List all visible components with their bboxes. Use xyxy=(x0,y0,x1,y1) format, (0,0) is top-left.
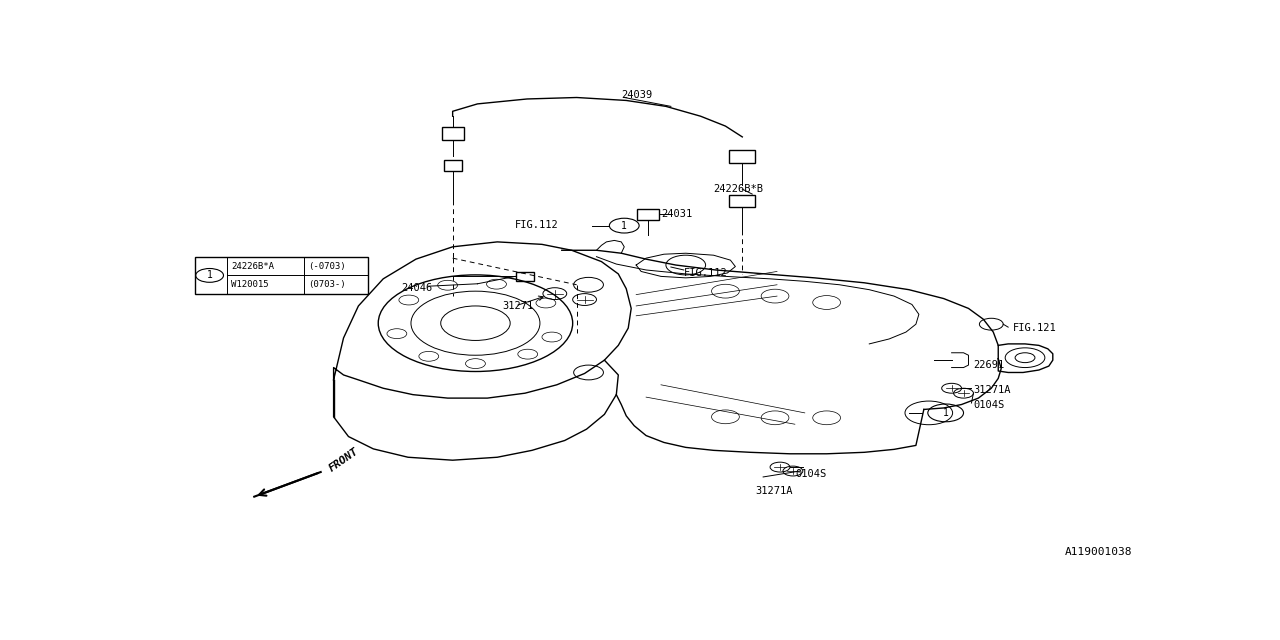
Text: 24226B*B: 24226B*B xyxy=(713,184,764,194)
Bar xyxy=(444,160,462,171)
Text: 22691: 22691 xyxy=(973,360,1005,370)
Bar xyxy=(730,195,755,207)
Text: 24039: 24039 xyxy=(621,90,653,100)
Text: 31271: 31271 xyxy=(502,301,534,311)
Text: 0104S: 0104S xyxy=(795,468,826,479)
Bar xyxy=(195,257,369,294)
Text: A119001038: A119001038 xyxy=(1065,547,1132,557)
Text: 24031: 24031 xyxy=(660,209,692,219)
Text: 24046: 24046 xyxy=(401,283,433,292)
Bar xyxy=(730,150,755,163)
Text: FIG.112: FIG.112 xyxy=(515,220,559,230)
Text: FIG.121: FIG.121 xyxy=(1014,323,1057,333)
Text: (0703-): (0703-) xyxy=(307,280,346,289)
Bar xyxy=(516,272,534,281)
Text: FRONT: FRONT xyxy=(326,447,360,474)
Text: (-0703): (-0703) xyxy=(307,262,346,271)
Text: 0104S: 0104S xyxy=(973,399,1005,410)
Bar xyxy=(637,209,659,220)
Text: 24226B*A: 24226B*A xyxy=(232,262,274,271)
Text: FIG.112: FIG.112 xyxy=(684,268,727,278)
Text: W120015: W120015 xyxy=(232,280,269,289)
Text: 1: 1 xyxy=(206,270,212,280)
Text: 31271A: 31271A xyxy=(755,486,792,496)
Text: 1: 1 xyxy=(621,221,627,230)
Bar xyxy=(442,127,463,140)
Text: 31271A: 31271A xyxy=(973,385,1011,395)
Text: 1: 1 xyxy=(943,408,948,418)
